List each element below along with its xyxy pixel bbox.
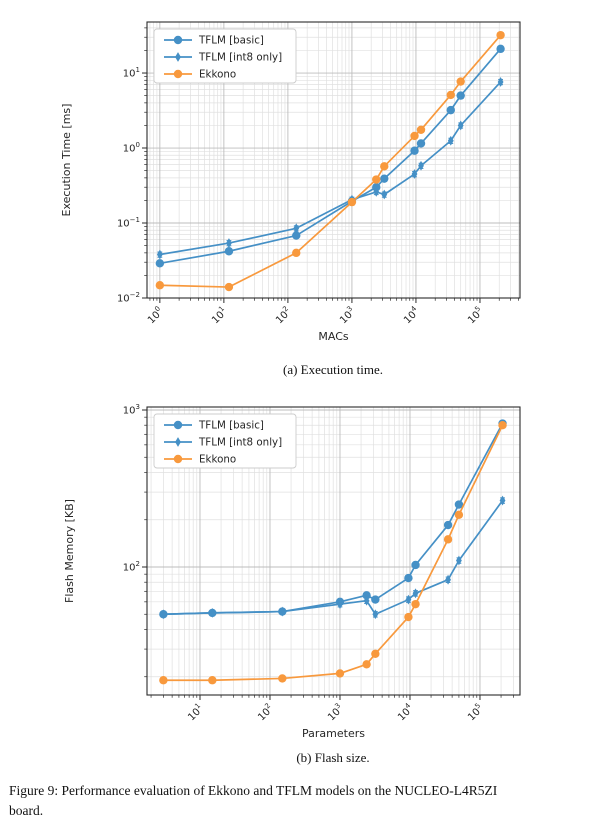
legend: TFLM [basic] TFLM [int8 only] Ekkono: [153, 28, 297, 84]
svg-text:105: 105: [464, 702, 486, 724]
svg-text:TFLM [int8 only]: TFLM [int8 only]: [198, 437, 282, 449]
plot-border: [146, 21, 521, 299]
series-ekkono: [155, 30, 505, 292]
svg-text:10−2: 10−2: [117, 291, 140, 305]
subcaption-b: (b) Flash size.: [296, 750, 370, 765]
svg-text:102: 102: [254, 702, 276, 724]
svg-text:Ekkono: Ekkono: [199, 69, 236, 81]
figure-caption: Figure 9: Performance evaluation of Ekko…: [9, 781, 605, 821]
tick-labels: 100 101 102 103 104 105 10−2 10−1 100 101: [117, 66, 486, 327]
figure-caption-line2: board.: [9, 803, 44, 818]
axis-ticks: [142, 27, 519, 303]
svg-text:100: 100: [123, 141, 140, 155]
svg-text:103: 103: [123, 403, 140, 417]
svg-text:103: 103: [324, 702, 346, 724]
svg-text:101: 101: [123, 66, 140, 80]
svg-text:103: 103: [336, 305, 358, 327]
svg-text:100: 100: [144, 305, 166, 327]
svg-text:TFLM [int8 only]: TFLM [int8 only]: [198, 52, 282, 64]
series-tflm-int8-only-: [156, 77, 504, 260]
svg-text:104: 104: [394, 701, 416, 723]
svg-text:Ekkono: Ekkono: [199, 454, 236, 466]
figure-caption-line1: Figure 9: Performance evaluation of Ekko…: [9, 783, 498, 798]
svg-text:101: 101: [184, 702, 206, 724]
svg-text:TFLM [basic]: TFLM [basic]: [198, 35, 264, 47]
svg-text:104: 104: [400, 304, 422, 326]
svg-text:TFLM [basic]: TFLM [basic]: [198, 420, 264, 432]
svg-text:10−1: 10−1: [117, 216, 140, 230]
flash-memory-chart: 101 102 103 104 105 102 103 Parameters Flash Mem…: [63, 403, 521, 740]
legend: TFLM [basic] TFLM [int8 only] Ekkono: [153, 413, 297, 469]
axis-ticks: [142, 409, 514, 700]
subcaption-a: (a) Execution time.: [283, 362, 383, 377]
x-axis-label: MACs: [318, 330, 349, 343]
series-ekkono: [159, 421, 507, 685]
y-axis-label: Execution Time [ms]: [60, 104, 73, 217]
x-axis-label: Parameters: [302, 727, 365, 740]
execution-time-chart: 100 101 102 103 104 105 10−2 10−1 100 101 MACs Exec…: [60, 21, 521, 343]
svg-text:102: 102: [123, 560, 140, 574]
y-axis-label: Flash Memory [KB]: [63, 499, 76, 603]
series-tflm-int8-only-: [160, 495, 506, 620]
svg-text:105: 105: [464, 305, 486, 327]
svg-text:101: 101: [208, 305, 230, 327]
svg-text:102: 102: [272, 305, 294, 327]
